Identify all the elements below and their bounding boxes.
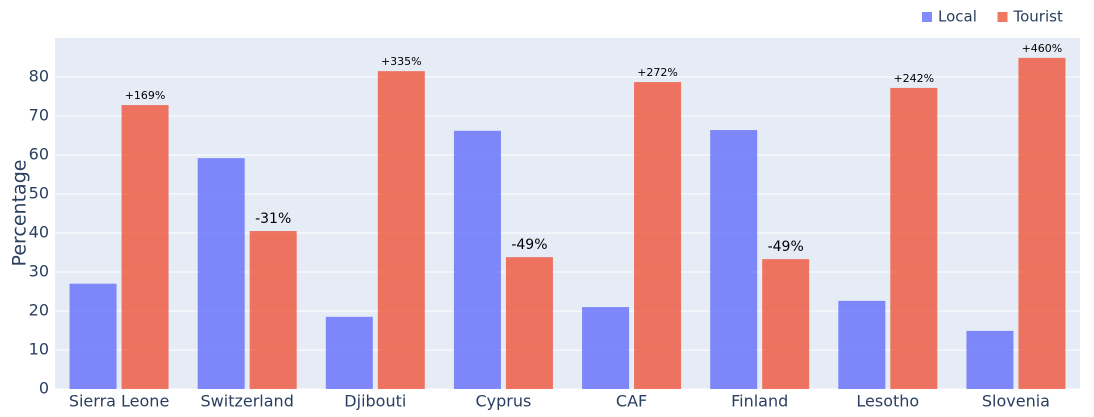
legend-swatch [922,12,932,22]
bar [890,87,938,390]
y-tick-label: 70 [29,106,49,125]
y-tick-label: 40 [29,223,49,242]
bar [121,105,169,389]
y-tick-label: 0 [39,379,49,398]
bar [710,130,758,390]
annotation: +272% [637,66,678,79]
bar [634,82,682,389]
bar [1018,57,1066,389]
y-tick-label: 10 [29,340,49,359]
legend-label: Local [938,8,977,26]
x-tick-label: Slovenia [982,392,1050,411]
x-tick-label: Sierra Leone [69,392,169,411]
y-tick-label: 60 [29,145,49,164]
y-tick-label: 20 [29,301,49,320]
legend-label: Tourist [1013,8,1063,26]
annotation: +169% [125,89,166,102]
bar [505,257,553,389]
legend-swatch [997,12,1008,22]
x-tick-label: Djibouti [344,392,406,411]
y-tick-label: 80 [29,67,49,86]
bar [762,259,810,389]
x-tick-label: Cyprus [476,392,532,411]
bar [69,283,117,389]
annotation: +242% [893,72,934,85]
bar [582,307,630,389]
bar [838,300,886,389]
bar [453,130,501,389]
y-tick-label: 50 [29,184,49,203]
bar [377,71,425,390]
annotation: +460% [1022,42,1063,55]
bar [325,316,373,389]
y-axis-title: Percentage [9,160,31,267]
x-tick-label: CAF [616,392,647,411]
bar [966,330,1014,389]
x-tick-label: Switzerland [201,392,294,411]
bar [197,158,245,389]
x-tick-label: Lesotho [856,392,919,411]
y-tick-label: 30 [29,262,49,281]
bar [249,231,297,389]
annotation: -49% [768,239,804,255]
annotation: -31% [255,211,291,227]
annotation: -49% [511,237,547,253]
x-tick-label: Finland [731,392,788,411]
annotation: +335% [381,55,422,68]
